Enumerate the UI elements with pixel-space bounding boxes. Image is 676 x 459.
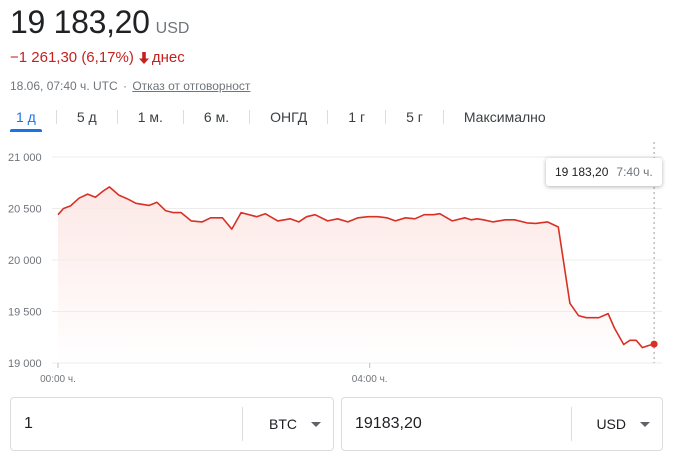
tab-max[interactable]: Максимално xyxy=(463,109,546,125)
x-tick-label: 04:00 ч. xyxy=(352,374,388,385)
quote-timestamp: 18.06, 07:40 ч. UTC xyxy=(10,79,118,93)
tab-divider xyxy=(327,110,329,124)
tab-divider xyxy=(442,110,444,124)
to-amount-input[interactable]: 19183,20 xyxy=(355,415,422,432)
from-currency-label: BTC xyxy=(269,416,297,432)
tooltip-time: 7:40 ч. xyxy=(616,165,653,179)
price-currency: USD xyxy=(155,20,190,37)
price-chart[interactable]: 21 000 20 500 20 000 19 500 19 000 00:00 ч. 04… xyxy=(0,140,676,390)
converter-to: 19183,20 USD xyxy=(341,397,663,451)
tooltip-price: 19 183,20 xyxy=(555,165,609,179)
to-currency-select[interactable]: USD xyxy=(572,398,662,450)
current-price: 19 183,20 xyxy=(10,4,150,40)
converter-from: 1 BTC xyxy=(10,397,334,451)
y-tick-label: 19 500 xyxy=(8,307,42,319)
tab-divider xyxy=(182,110,184,124)
price-change: −1 261,30 (6,17%) днес xyxy=(10,49,185,66)
range-tabs: 1 д 5 д 1 м. 6 м. ОНГД 1 г 5 г Максималн… xyxy=(6,104,556,132)
converter-divider xyxy=(571,407,572,441)
price-area-fill xyxy=(58,186,655,363)
to-currency-label: USD xyxy=(596,416,626,432)
tab-5y[interactable]: 5 г xyxy=(406,109,423,125)
from-currency-select[interactable]: BTC xyxy=(243,398,333,450)
x-tick-label: 00:00 ч. xyxy=(40,374,76,385)
price-header: 19 183,20 USD xyxy=(10,4,189,41)
meta-separator: · xyxy=(123,79,127,93)
quote-meta: 18.06, 07:40 ч. UTC · Отказ от отговорно… xyxy=(10,79,250,93)
from-amount-input[interactable]: 1 xyxy=(24,415,33,432)
tab-ytd[interactable]: ОНГД xyxy=(270,109,308,125)
price-chart-svg: 21 000 20 500 20 000 19 500 19 000 00:00 ч. 04… xyxy=(8,142,662,385)
chevron-down-icon xyxy=(640,421,650,427)
last-price-dot xyxy=(650,340,658,348)
y-tick-label: 19 000 xyxy=(8,358,42,370)
tab-1y[interactable]: 1 г xyxy=(348,109,366,125)
chevron-down-icon xyxy=(311,421,321,427)
tab-1d[interactable]: 1 д xyxy=(6,104,46,132)
tab-6m[interactable]: 6 м. xyxy=(203,109,230,125)
arrow-down-icon xyxy=(138,51,150,65)
tab-divider xyxy=(249,110,251,124)
tab-divider xyxy=(116,110,118,124)
chart-tooltip: 19 183,20 7:40 ч. xyxy=(546,158,662,186)
disclaimer-link[interactable]: Отказ от отговорност xyxy=(132,79,251,93)
change-period: днес xyxy=(151,49,185,66)
converter-divider xyxy=(242,407,243,441)
tab-divider xyxy=(385,110,387,124)
y-tick-label: 21 000 xyxy=(8,152,42,164)
tab-5d[interactable]: 5 д xyxy=(76,109,97,125)
price-line-series xyxy=(57,186,655,349)
y-tick-label: 20 000 xyxy=(8,255,42,267)
change-value: −1 261,30 (6,17%) xyxy=(10,49,134,66)
y-tick-label: 20 500 xyxy=(8,204,42,216)
tab-divider xyxy=(55,110,57,124)
tab-1m[interactable]: 1 м. xyxy=(137,109,163,125)
